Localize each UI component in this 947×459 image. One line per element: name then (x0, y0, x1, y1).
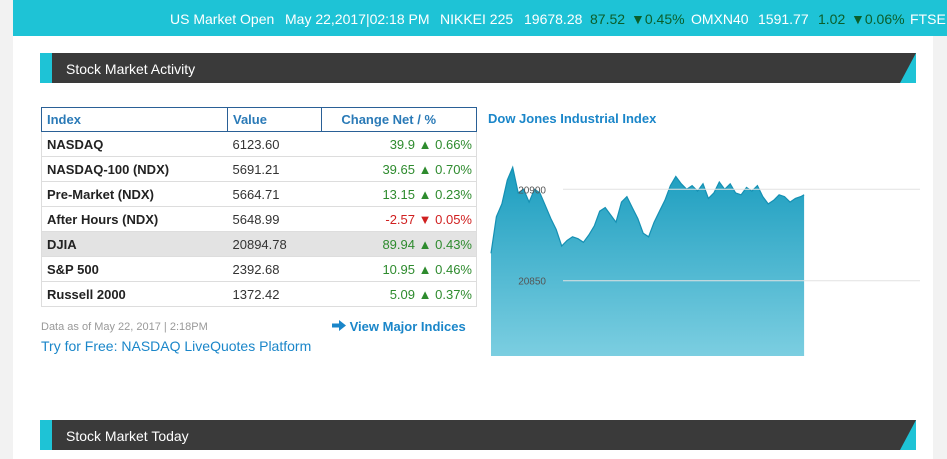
index-value: 20894.78 (227, 231, 322, 257)
chart-area-fill (491, 167, 805, 356)
try-free-link[interactable]: Try for Free: NASDAQ LiveQuotes Platform (41, 338, 312, 354)
change-arrow-icon: ▲ (418, 236, 432, 252)
index-change: 10.95 ▲ 0.46% (321, 256, 477, 282)
change-arrow-icon: ▼ (418, 211, 432, 227)
index-change: 89.94 ▲ 0.43% (321, 231, 477, 257)
ticker-item-name[interactable]: OMXN40 (691, 11, 749, 27)
change-arrow-icon: ▲ (418, 261, 432, 277)
y-tick-label: 20850 (518, 277, 546, 288)
section-header-today: Stock Market Today (40, 420, 916, 450)
change-pct: 0.23% (435, 186, 472, 202)
change-arrow-icon: ▲ (418, 186, 432, 202)
change-net: 39.65 (382, 161, 415, 177)
table-row[interactable]: Pre-Market (NDX) 5664.71 13.15 ▲ 0.23% (41, 181, 477, 207)
ticker-item-name[interactable]: FTSE (910, 11, 946, 27)
change-arrow-icon: ▲ (418, 136, 432, 152)
change-net: 10.95 (382, 261, 415, 277)
change-net: -2.57 (385, 211, 415, 227)
change-pct: 0.70% (435, 161, 472, 177)
table-row[interactable]: NASDAQ-100 (NDX) 5691.21 39.65 ▲ 0.70% (41, 156, 477, 182)
table-row[interactable]: NASDAQ 6123.60 39.9 ▲ 0.66% (41, 131, 477, 157)
index-value: 5691.21 (227, 156, 322, 182)
index-value: 5648.99 (227, 206, 322, 232)
data-timestamp-note: Data as of May 22, 2017 | 2:18PM (41, 321, 208, 333)
change-net: 39.9 (389, 136, 415, 152)
change-pct: 0.05% (435, 211, 472, 227)
change-net: 13.15 (382, 186, 415, 202)
table-row[interactable]: S&P 500 2392.68 10.95 ▲ 0.46% (41, 256, 477, 282)
index-change: 39.65 ▲ 0.70% (321, 156, 477, 182)
market-activity-table: Index Value Change Net / % NASDAQ 6123.60… (41, 107, 477, 307)
arrow-right-icon (332, 319, 346, 334)
market-datetime: May 22,2017|02:18 PM (285, 11, 430, 27)
index-name[interactable]: NASDAQ (41, 131, 228, 157)
index-value: 1372.42 (227, 281, 322, 307)
dow-jones-chart: 209002085010:00 AM12:00 PM2:00 PM4:00 PM (490, 165, 920, 356)
ticker-item-change: 87.52 (590, 11, 626, 27)
ticker-item-name[interactable]: NIKKEI 225 (440, 11, 514, 27)
change-pct: 0.46% (435, 261, 472, 277)
section-header-activity: Stock Market Activity (40, 53, 916, 83)
change-pct: 0.37% (435, 286, 472, 302)
column-header-index[interactable]: Index (41, 107, 228, 132)
table-row[interactable]: DJIA 20894.78 89.94 ▲ 0.43% (41, 231, 477, 257)
content-panel: Stock Market Activity Index Value Change… (13, 36, 933, 459)
index-change: 39.9 ▲ 0.66% (321, 131, 477, 157)
section-title: Stock Market Activity (66, 61, 196, 77)
ticker-item-change: 1.02 (818, 11, 846, 27)
column-header-value[interactable]: Value (227, 107, 322, 132)
y-tick-label: 20900 (518, 185, 546, 196)
change-pct: 0.66% (435, 136, 472, 152)
index-name[interactable]: DJIA (41, 231, 228, 257)
change-net: 89.94 (382, 236, 415, 252)
market-status: US Market Open (170, 11, 275, 27)
index-name[interactable]: NASDAQ-100 (NDX) (41, 156, 228, 182)
index-change: 13.15 ▲ 0.23% (321, 181, 477, 207)
index-value: 2392.68 (227, 256, 322, 282)
index-change: 5.09 ▲ 0.37% (321, 281, 477, 307)
ticker-item-pct: ▼0.45% (631, 11, 685, 27)
index-name[interactable]: Pre-Market (NDX) (41, 181, 228, 207)
section-title: Stock Market Today (66, 428, 189, 444)
index-change: -2.57 ▼ 0.05% (321, 206, 477, 232)
section-header-bg: Stock Market Activity (52, 53, 916, 83)
market-ticker: US Market Open May 22,2017|02:18 PM NIKK… (13, 0, 947, 36)
change-net: 5.09 (389, 286, 415, 302)
index-value: 6123.60 (227, 131, 322, 157)
index-value: 5664.71 (227, 181, 322, 207)
index-name[interactable]: S&P 500 (41, 256, 228, 282)
change-arrow-icon: ▲ (418, 286, 432, 302)
view-major-indices-link[interactable]: View Major Indices (332, 319, 466, 334)
ticker-item-value: 1591.77 (758, 11, 809, 27)
table-header-row: Index Value Change Net / % (41, 107, 477, 132)
chart-title: Dow Jones Industrial Index (488, 111, 657, 126)
section-header-bg: Stock Market Today (52, 420, 916, 450)
ticker-item-value: 19678.28 (524, 11, 583, 27)
table-row[interactable]: After Hours (NDX) 5648.99 -2.57 ▼ 0.05% (41, 206, 477, 232)
view-major-indices-label: View Major Indices (349, 319, 466, 334)
index-name[interactable]: Russell 2000 (41, 281, 228, 307)
change-pct: 0.43% (435, 236, 472, 252)
ticker-item-pct: ▼0.06% (851, 11, 905, 27)
index-name[interactable]: After Hours (NDX) (41, 206, 228, 232)
change-arrow-icon: ▲ (418, 161, 432, 177)
table-row[interactable]: Russell 2000 1372.42 5.09 ▲ 0.37% (41, 281, 477, 307)
column-header-change[interactable]: Change Net / % (321, 107, 477, 132)
